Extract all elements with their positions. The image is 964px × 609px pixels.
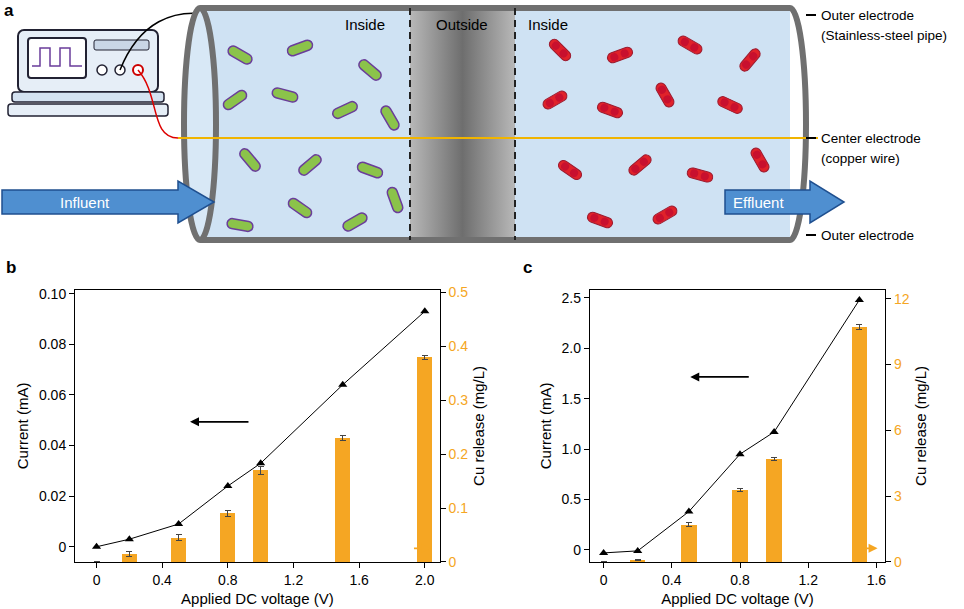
svg-text:12: 12 <box>894 291 910 307</box>
svg-text:1.2: 1.2 <box>284 572 304 588</box>
svg-text:1.2: 1.2 <box>798 572 818 588</box>
svg-text:9: 9 <box>894 356 902 372</box>
svg-text:1.0: 1.0 <box>561 441 581 457</box>
svg-text:Applied DC voltage (V): Applied DC voltage (V) <box>181 590 334 607</box>
svg-text:Outside: Outside <box>436 16 488 33</box>
svg-text:Effluent: Effluent <box>733 194 784 211</box>
svg-text:0: 0 <box>58 539 66 555</box>
svg-text:Inside: Inside <box>345 16 385 33</box>
svg-text:0.08: 0.08 <box>39 336 66 352</box>
svg-text:Current (mA): Current (mA) <box>537 383 554 470</box>
svg-text:1.6: 1.6 <box>349 572 369 588</box>
svg-text:0.5: 0.5 <box>561 491 581 507</box>
svg-text:0.1: 0.1 <box>449 500 469 516</box>
svg-text:Inside: Inside <box>528 16 568 33</box>
svg-text:Center electrode: Center electrode <box>821 131 921 146</box>
svg-text:0.8: 0.8 <box>730 572 750 588</box>
svg-text:0.4: 0.4 <box>152 572 172 588</box>
svg-text:0.5: 0.5 <box>449 284 469 300</box>
svg-text:0: 0 <box>894 554 902 570</box>
svg-text:3: 3 <box>894 488 902 504</box>
svg-text:1.5: 1.5 <box>561 391 581 407</box>
svg-text:1.6: 1.6 <box>867 572 887 588</box>
svg-text:0.3: 0.3 <box>449 392 469 408</box>
svg-text:Current (mA): Current (mA) <box>14 383 31 470</box>
svg-text:0: 0 <box>449 554 457 570</box>
svg-text:Outer electrode: Outer electrode <box>821 8 914 23</box>
svg-text:0.4: 0.4 <box>662 572 682 588</box>
svg-text:0.2: 0.2 <box>449 446 469 462</box>
svg-text:b: b <box>6 258 16 277</box>
svg-text:Cu release (mg/L): Cu release (mg/L) <box>470 366 487 486</box>
svg-text:0: 0 <box>93 572 101 588</box>
svg-text:Applied DC voltage (V): Applied DC voltage (V) <box>661 590 814 607</box>
svg-text:0.06: 0.06 <box>39 387 66 403</box>
svg-text:6: 6 <box>894 422 902 438</box>
svg-text:Cu release (mg/L): Cu release (mg/L) <box>912 366 929 486</box>
svg-text:0.02: 0.02 <box>39 488 66 504</box>
svg-text:0: 0 <box>573 542 581 558</box>
svg-text:(Stainless-steel pipe): (Stainless-steel pipe) <box>821 28 947 43</box>
svg-text:Outer electrode: Outer electrode <box>821 228 914 243</box>
svg-text:a: a <box>4 1 14 20</box>
svg-text:0.4: 0.4 <box>449 338 469 354</box>
svg-text:2.0: 2.0 <box>415 572 435 588</box>
svg-text:0.04: 0.04 <box>39 437 66 453</box>
svg-text:(copper wire): (copper wire) <box>821 151 900 166</box>
svg-text:0.8: 0.8 <box>218 572 238 588</box>
svg-text:c: c <box>523 258 532 277</box>
svg-text:2.5: 2.5 <box>561 290 581 306</box>
svg-text:0: 0 <box>600 572 608 588</box>
svg-text:2.0: 2.0 <box>561 340 581 356</box>
svg-text:0.10: 0.10 <box>39 286 66 302</box>
svg-text:Influent: Influent <box>60 194 110 211</box>
